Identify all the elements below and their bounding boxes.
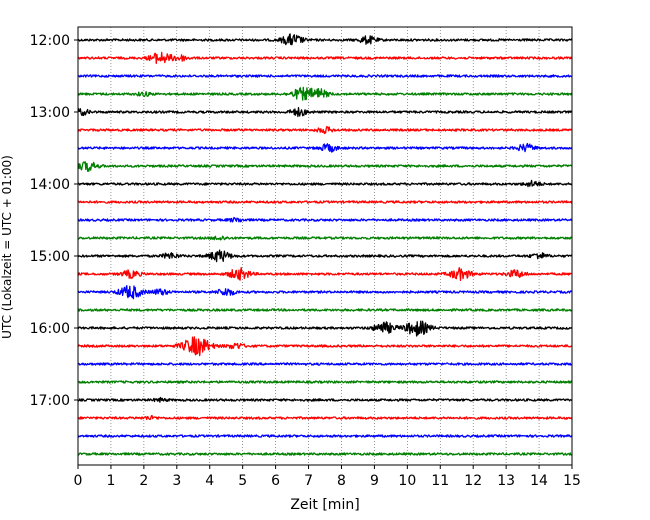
seismic-trace [77, 86, 573, 101]
y-tick-label: 12:00 [30, 33, 70, 49]
seismic-trace [77, 396, 573, 403]
x-tick-label: 8 [337, 473, 346, 489]
y-tick-label: 14:00 [30, 177, 70, 193]
x-tick-label: 15 [563, 473, 581, 489]
seismic-trace [77, 249, 573, 263]
y-tick-label: 17:00 [30, 393, 70, 409]
x-tick-label: 4 [205, 473, 214, 489]
seismic-trace [77, 179, 573, 188]
x-tick-label: 2 [139, 473, 148, 489]
x-tick-label: 14 [530, 473, 548, 489]
x-tick-label: 6 [271, 473, 280, 489]
y-axis-label: UTC (Lokalzeit = UTC + 01:00) [0, 155, 14, 339]
seismic-trace [77, 320, 573, 337]
x-tick-label: 11 [431, 473, 449, 489]
x-tick-label: 10 [398, 473, 416, 489]
trace-layer [77, 33, 573, 456]
seismic-trace [77, 161, 573, 172]
x-tick-label: 13 [497, 473, 515, 489]
seismic-trace [77, 285, 573, 300]
y-tick-label: 15:00 [30, 249, 70, 265]
x-tick-label: 1 [106, 473, 115, 489]
plot-frame [77, 26, 573, 466]
x-tick-label: 12 [464, 473, 482, 489]
seismic-trace [77, 336, 573, 357]
vertical-grid [110, 27, 540, 465]
seismic-trace [77, 308, 573, 312]
seismic-trace [77, 362, 573, 366]
x-axis-label: Zeit [min] [290, 497, 359, 513]
seismic-trace [77, 125, 573, 135]
y-tick-label: 16:00 [30, 321, 70, 337]
seismic-trace [77, 434, 573, 438]
y-tick-label: 13:00 [30, 105, 70, 121]
x-tick-label: 5 [238, 473, 247, 489]
seismic-trace [77, 235, 573, 241]
x-tick-label: 3 [172, 473, 181, 489]
seismic-trace [77, 415, 573, 421]
seismic-trace [77, 452, 573, 456]
y-axis-ticks: 12:00 13:00 14:00 15:00 16:00 17:00 [30, 33, 78, 409]
x-tick-label: 0 [74, 473, 83, 489]
seismic-trace [77, 33, 573, 46]
seismic-trace [77, 51, 573, 65]
seismic-trace [77, 142, 573, 153]
seismic-trace [77, 74, 573, 78]
seismic-trace [77, 216, 573, 223]
x-axis-ticks: 0 1 2 3 4 5 6 7 8 9 10 11 12 13 14 15 [74, 465, 581, 489]
seismic-trace [77, 380, 573, 384]
x-tick-label: 7 [304, 473, 313, 489]
seismic-trace [77, 200, 573, 204]
x-tick-label: 9 [370, 473, 379, 489]
seismic-trace [77, 267, 573, 282]
seismic-trace [77, 107, 573, 118]
